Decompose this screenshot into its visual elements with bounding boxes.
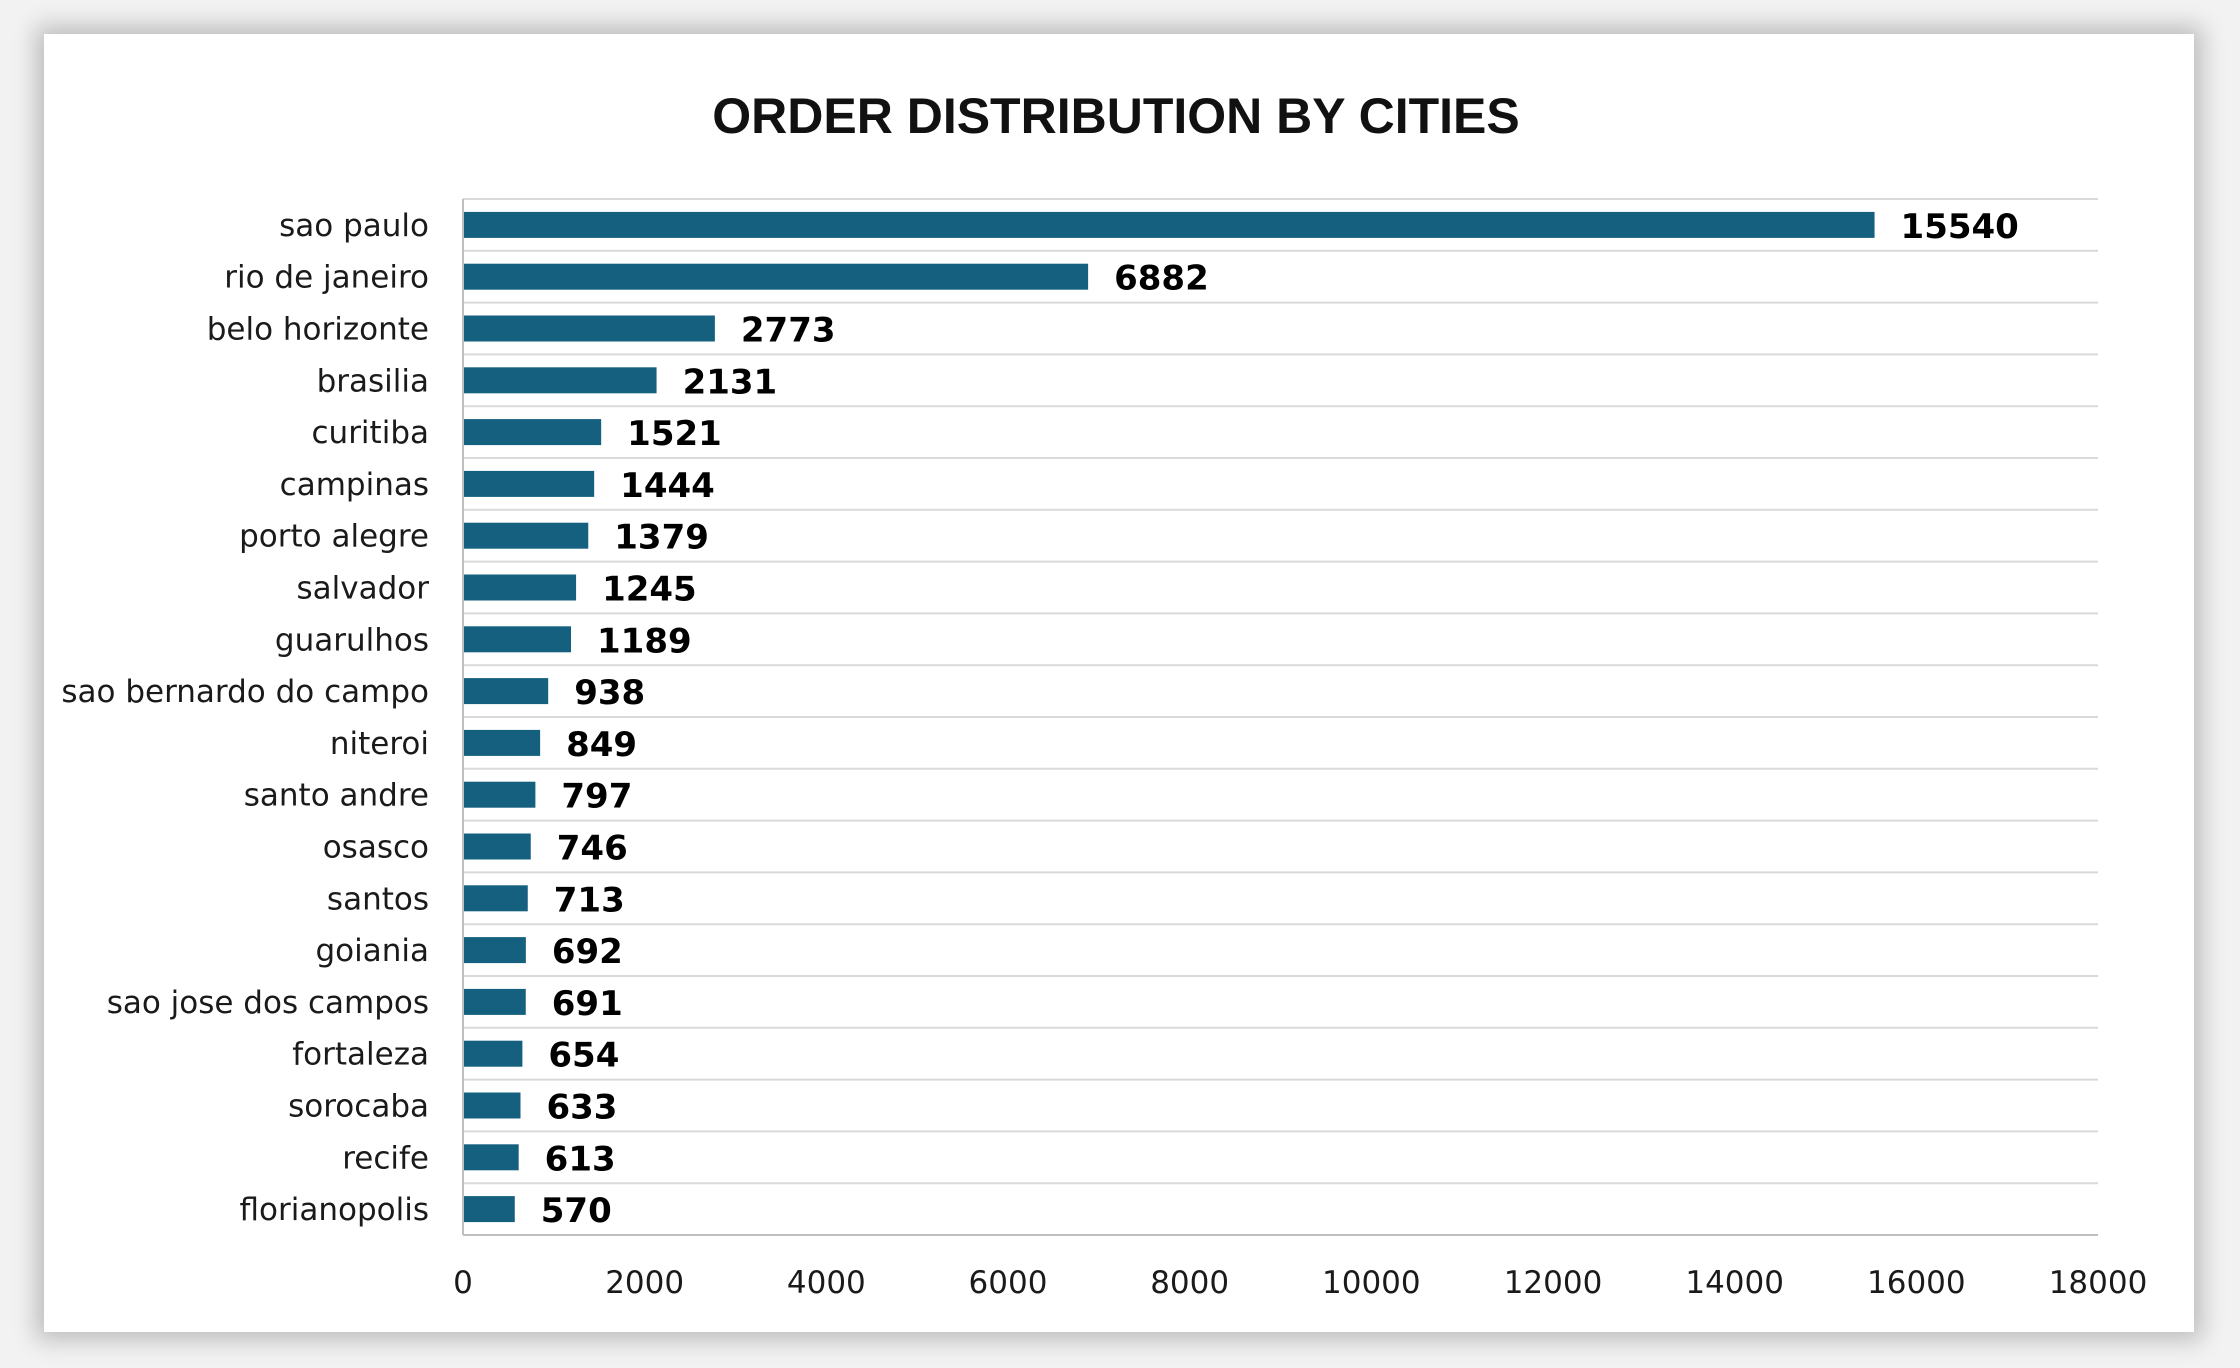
x-tick-label: 12000	[1504, 1265, 1603, 1301]
bar	[464, 470, 595, 497]
bar	[464, 315, 715, 342]
bar	[464, 1144, 519, 1171]
bar	[464, 419, 602, 446]
value-label: 691	[552, 984, 623, 1024]
bar	[464, 522, 589, 549]
x-tick-label: 10000	[1322, 1265, 1421, 1301]
bar	[464, 367, 657, 394]
value-label: 1245	[602, 570, 697, 610]
category-label: sao bernardo do campo	[61, 674, 429, 710]
x-tick-label: 14000	[1685, 1265, 1784, 1301]
bar	[464, 937, 526, 964]
value-label: 1379	[614, 518, 709, 558]
value-label: 613	[545, 1139, 616, 1179]
x-tick-label: 18000	[2049, 1265, 2148, 1301]
value-label: 6882	[1114, 259, 1209, 299]
gridlines	[462, 198, 2098, 1236]
value-label: 1444	[620, 466, 715, 506]
value-labels: 15540 6882 2773 2131 1521 1444 1379 1245 1189 938…	[541, 207, 2019, 1231]
category-label: campinas	[280, 467, 429, 503]
value-label: 938	[574, 673, 645, 713]
value-label: 570	[541, 1191, 612, 1231]
value-label: 692	[552, 932, 623, 972]
value-label: 746	[557, 829, 628, 869]
value-label: 1521	[627, 414, 722, 454]
x-tick-label: 6000	[969, 1265, 1048, 1301]
category-label: recife	[342, 1140, 429, 1176]
value-label: 797	[561, 777, 632, 817]
bar	[464, 729, 541, 756]
category-label: belo horizonte	[207, 312, 429, 348]
value-label: 849	[566, 725, 637, 765]
category-label: curitiba	[312, 415, 430, 451]
chart-card: ORDER DISTRIBUTION BY CITIES sao paulo ri…	[44, 34, 2194, 1332]
category-label: rio de janeiro	[224, 260, 429, 296]
category-label: goiania	[315, 933, 429, 969]
value-label: 2131	[683, 362, 778, 402]
category-label: santos	[327, 881, 429, 917]
value-label: 2773	[741, 311, 836, 351]
category-label: porto alegre	[239, 519, 429, 555]
bar	[464, 885, 528, 912]
category-label: sorocaba	[288, 1089, 429, 1125]
x-axis-ticks: 0 2000 4000 6000 8000 10000 12000 14000 16000 180…	[453, 1265, 2147, 1301]
value-label: 633	[546, 1088, 617, 1128]
category-label: osasco	[323, 830, 429, 866]
bars	[464, 211, 1875, 1223]
value-label: 1189	[597, 621, 692, 661]
category-label: sao jose dos campos	[107, 985, 429, 1021]
bar	[464, 263, 1089, 290]
bar	[464, 988, 526, 1015]
value-label: 713	[554, 880, 625, 920]
category-label: sao paulo	[279, 208, 429, 244]
x-tick-label: 0	[453, 1265, 473, 1301]
x-tick-label: 2000	[605, 1265, 684, 1301]
category-label: guarulhos	[275, 622, 429, 658]
category-label: florianopolis	[240, 1192, 429, 1228]
category-labels: sao paulo rio de janeiro belo horizonte bra…	[61, 208, 429, 1228]
bar	[464, 211, 1875, 238]
category-label: santo andre	[244, 778, 429, 814]
value-label: 15540	[1901, 207, 2019, 247]
bar	[464, 678, 549, 705]
bar	[464, 1092, 521, 1119]
category-label: niteroi	[330, 726, 429, 762]
category-label: salvador	[297, 571, 430, 607]
value-label: 654	[548, 1036, 619, 1076]
x-tick-label: 16000	[1867, 1265, 1966, 1301]
x-tick-label: 8000	[1150, 1265, 1229, 1301]
category-label: brasilia	[317, 363, 429, 399]
chart-title: ORDER DISTRIBUTION BY CITIES	[712, 88, 1519, 144]
bar	[464, 626, 572, 653]
bar	[464, 781, 536, 808]
bar	[464, 1196, 515, 1223]
bar	[464, 833, 531, 860]
x-tick-label: 4000	[787, 1265, 866, 1301]
bar	[464, 574, 577, 601]
category-label: fortaleza	[292, 1037, 429, 1073]
bar	[464, 1040, 523, 1067]
bar-chart: ORDER DISTRIBUTION BY CITIES sao paulo ri…	[61, 88, 2147, 1301]
